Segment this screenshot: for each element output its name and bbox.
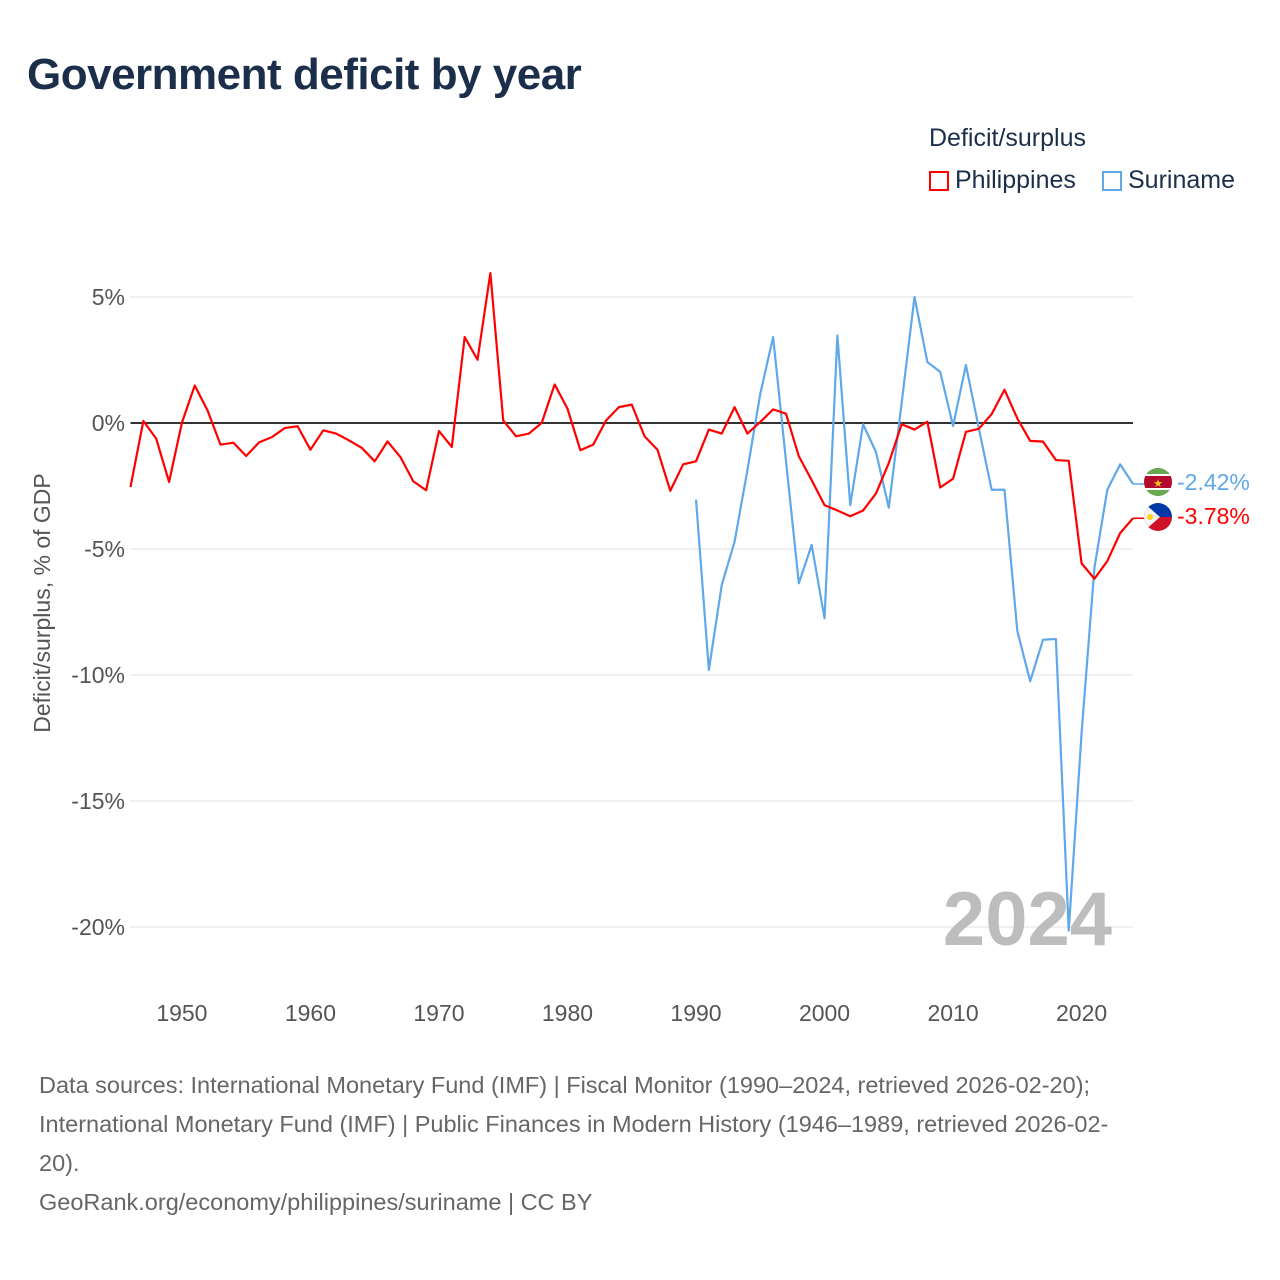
y-tick-label: 5% (92, 284, 125, 310)
philippines-end-value: -3.78% (1177, 503, 1250, 529)
x-tick-label: 1960 (285, 1000, 336, 1026)
x-tick-label: 1970 (413, 1000, 464, 1026)
suriname-flag-icon: ★ (1144, 468, 1172, 496)
line-chart: 5% 0% -5% -10% -15% -20% 1950 1960 1970 1980 1990 2… (29, 271, 1250, 1026)
series-line-philippines[interactable] (129, 271, 1134, 580)
chart-title: Government deficit by year (27, 50, 582, 99)
x-tick-label: 1990 (670, 1000, 721, 1026)
suriname-end-value: -2.42% (1177, 469, 1250, 495)
philippines-flag-icon (1144, 503, 1172, 531)
footer-sources-3: 20). (39, 1150, 80, 1176)
footer-sources-2: International Monetary Fund (IMF) | Publ… (39, 1111, 1109, 1137)
legend-item-suriname[interactable]: Suriname (1102, 166, 1235, 195)
legend-item-philippines[interactable]: Philippines (929, 166, 1076, 195)
series-line-suriname[interactable] (694, 295, 1134, 932)
y-tick-label: -10% (71, 662, 125, 688)
y-tick-label: -20% (71, 914, 125, 940)
legend-title: Deficit/surplus (929, 124, 1086, 152)
y-axis-title: Deficit/surplus, % of GDP (29, 473, 55, 732)
svg-text:★: ★ (1153, 478, 1163, 490)
y-tick-label: -15% (71, 788, 125, 814)
legend-swatch-philippines (929, 170, 949, 191)
year-watermark: 2024 (943, 877, 1112, 962)
x-tick-label: 2010 (927, 1000, 978, 1026)
legend-label: Suriname (1128, 166, 1235, 194)
footer-sources-1: Data sources: International Monetary Fun… (39, 1072, 1091, 1098)
legend-label: Philippines (955, 166, 1076, 194)
y-tick-label: 0% (92, 410, 125, 436)
x-tick-label: 2020 (1056, 1000, 1107, 1026)
y-tick-label: -5% (84, 536, 125, 562)
x-tick-label: 1950 (156, 1000, 207, 1026)
legend-swatch-suriname (1102, 170, 1122, 191)
footer-credit[interactable]: GeoRank.org/economy/philippines/suriname… (39, 1189, 593, 1215)
x-tick-label: 1980 (542, 1000, 593, 1026)
x-tick-label: 2000 (799, 1000, 850, 1026)
